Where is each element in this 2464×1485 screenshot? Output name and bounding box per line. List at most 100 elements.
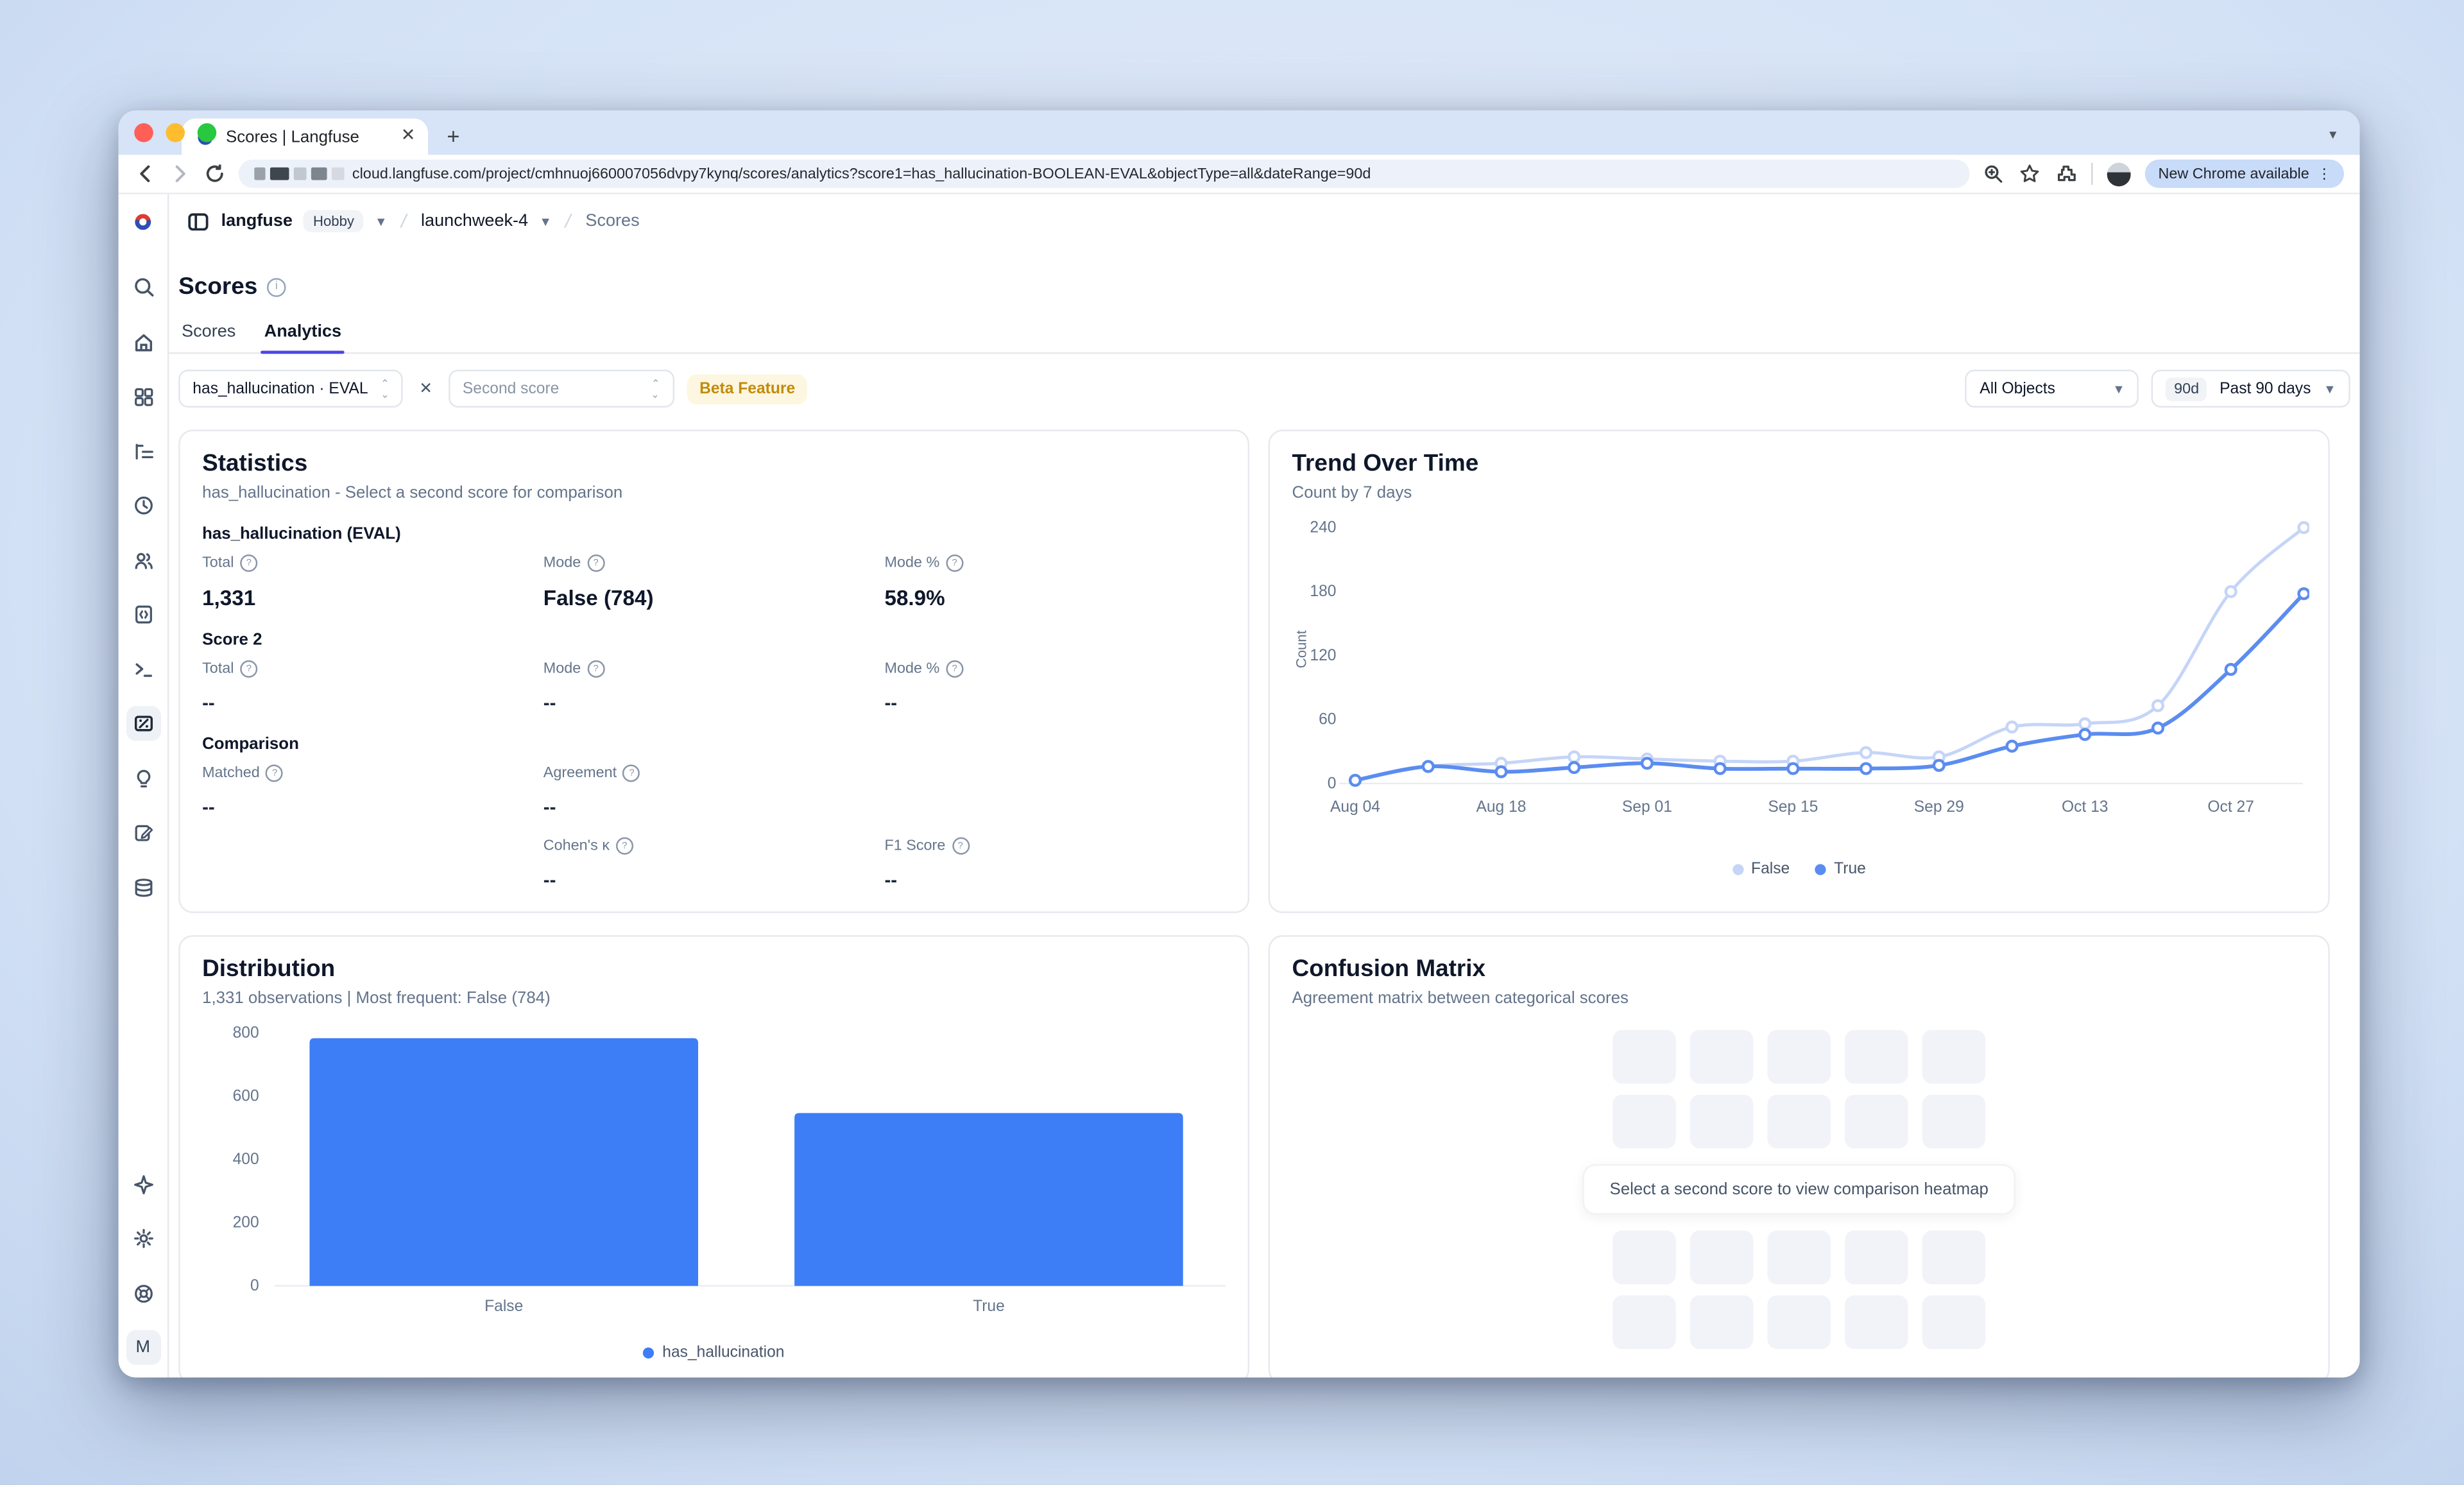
maximize-window-button[interactable] bbox=[197, 123, 217, 142]
tab-search-chevron-icon[interactable]: ▾ bbox=[2329, 125, 2337, 142]
sidebar-item-search[interactable] bbox=[126, 270, 160, 305]
sidebar-item-annotation[interactable] bbox=[126, 815, 160, 850]
toolbar-divider bbox=[2092, 162, 2094, 185]
sidebar-item-sessions[interactable] bbox=[126, 488, 160, 523]
distribution-subtitle: 1,331 observations | Most frequent: Fals… bbox=[202, 988, 551, 1008]
minimize-window-button[interactable] bbox=[166, 123, 185, 142]
new-chrome-button[interactable]: New Chrome available ⋮ bbox=[2145, 159, 2344, 188]
plan-badge: Hobby bbox=[304, 210, 364, 232]
help-icon[interactable]: ? bbox=[266, 764, 284, 782]
sidebar-item-playground[interactable] bbox=[126, 651, 160, 686]
back-icon[interactable] bbox=[134, 163, 156, 185]
sidebar-item-scores[interactable] bbox=[125, 706, 160, 741]
svg-text:600: 600 bbox=[233, 1088, 259, 1105]
sidebar-item-settings[interactable] bbox=[126, 1221, 160, 1256]
score1-section-label: has_hallucination (EVAL) bbox=[202, 524, 401, 544]
object-type-select[interactable]: All Objects ▼ bbox=[1965, 370, 2139, 408]
tab-analytics[interactable]: Analytics bbox=[261, 322, 345, 354]
heatmap-placeholder-message: Select a second score to view comparison… bbox=[1582, 1164, 2015, 1215]
extensions-icon[interactable] bbox=[2056, 163, 2078, 185]
score1-total-value: 1,331 bbox=[202, 586, 256, 610]
gear-icon bbox=[133, 1228, 153, 1248]
sidebar-item-dashboards[interactable] bbox=[126, 379, 160, 414]
sidebar-item-tracing[interactable] bbox=[126, 434, 160, 468]
heatmap-placeholder-cell bbox=[1922, 1094, 1986, 1149]
terminal-icon bbox=[135, 662, 151, 676]
page-title: Scores bbox=[178, 273, 258, 300]
tab-scores[interactable]: Scores bbox=[182, 322, 236, 341]
chevron-down-icon: ▼ bbox=[2323, 381, 2336, 396]
tab-title: Scores | Langfuse bbox=[226, 127, 359, 146]
chevron-down-icon: ▼ bbox=[2112, 381, 2125, 396]
sidebar-item-insights[interactable] bbox=[126, 760, 160, 795]
help-icon[interactable]: ? bbox=[946, 554, 964, 572]
profile-avatar[interactable] bbox=[2107, 162, 2132, 186]
clock-icon bbox=[133, 496, 152, 515]
org-chevron-icon[interactable]: ▼ bbox=[375, 214, 388, 228]
matched-label: Matched bbox=[202, 764, 260, 782]
home-icon bbox=[134, 333, 151, 351]
tab-close-icon[interactable]: ✕ bbox=[400, 126, 416, 146]
trend-card: Trend Over Time Count by 7 days Count 0 6… bbox=[1268, 429, 2330, 913]
help-icon[interactable]: ? bbox=[240, 660, 258, 678]
zoom-icon[interactable] bbox=[1983, 163, 2005, 185]
svg-text:Sep 15: Sep 15 bbox=[1768, 798, 1818, 816]
address-bar[interactable]: cloud.langfuse.com/project/cmhnuoj660007… bbox=[238, 159, 1971, 188]
heatmap-placeholder-cell bbox=[1690, 1230, 1754, 1285]
svg-text:Aug 18: Aug 18 bbox=[1476, 798, 1526, 816]
svg-text:400: 400 bbox=[233, 1151, 259, 1168]
browser-toolbar: cloud.langfuse.com/project/cmhnuoj660007… bbox=[118, 155, 2360, 194]
sidebar-item-users[interactable] bbox=[126, 543, 160, 578]
heatmap-placeholder: Select a second score to view comparison… bbox=[1292, 1029, 2306, 1350]
prompt-file-icon bbox=[134, 605, 151, 624]
heatmap-placeholder-cell bbox=[1845, 1230, 1908, 1285]
page-tabs: Scores Analytics bbox=[167, 300, 2360, 354]
forward-icon[interactable] bbox=[169, 163, 191, 185]
matched-value: -- bbox=[202, 796, 215, 819]
heatmap-placeholder-cell bbox=[1922, 1029, 1986, 1084]
reload-icon[interactable] bbox=[204, 163, 226, 185]
help-icon[interactable]: ? bbox=[615, 837, 633, 855]
legend-true: True bbox=[1834, 861, 1866, 879]
score1-mode-pct-value: 58.9% bbox=[884, 586, 945, 610]
page-info-icon[interactable]: i bbox=[267, 277, 286, 296]
help-icon[interactable]: ? bbox=[240, 554, 258, 572]
help-icon[interactable]: ? bbox=[952, 837, 970, 855]
score1-select[interactable]: has_hallucination · EVAL ⌃ ⌃ bbox=[178, 370, 404, 408]
browser-window: Scores | Langfuse ✕ + ▾ cloud.langf bbox=[118, 110, 2360, 1378]
total-label: Total bbox=[202, 660, 234, 678]
project-chevron-icon[interactable]: ▼ bbox=[539, 214, 552, 228]
clear-score-button[interactable]: ✕ bbox=[419, 380, 433, 398]
langfuse-logo bbox=[135, 213, 151, 229]
sidebar-item-datasets[interactable] bbox=[126, 870, 160, 904]
sidebar-item-home[interactable] bbox=[126, 325, 160, 359]
sidebar-toggle-icon[interactable] bbox=[186, 209, 210, 233]
date-range-value: Past 90 days bbox=[2220, 380, 2311, 398]
distribution-card: Distribution 1,331 observations | Most f… bbox=[178, 935, 1250, 1378]
statistics-card: Statistics has_hallucination - Select a … bbox=[178, 429, 1250, 913]
help-icon[interactable]: ? bbox=[587, 660, 605, 678]
sidebar-item-support[interactable] bbox=[126, 1276, 160, 1310]
f1-score-value: -- bbox=[884, 868, 898, 891]
sidebar-item-ask-ai[interactable] bbox=[126, 1167, 160, 1201]
new-tab-button[interactable]: + bbox=[447, 123, 460, 149]
bookmark-star-icon[interactable] bbox=[2019, 163, 2041, 185]
help-icon[interactable]: ? bbox=[623, 764, 641, 782]
project-name[interactable]: launchweek-4 bbox=[421, 211, 529, 231]
chrome-menu-icon[interactable]: ⋮ bbox=[2317, 165, 2332, 181]
trend-legend: False True bbox=[1292, 861, 2306, 879]
heatmap-placeholder-cell bbox=[1690, 1094, 1754, 1149]
org-name[interactable]: langfuse bbox=[221, 211, 293, 231]
close-window-button[interactable] bbox=[134, 123, 153, 142]
updown-chevrons-icon: ⌃ ⌃ bbox=[651, 379, 660, 399]
sidebar-item-prompts[interactable] bbox=[126, 597, 160, 631]
help-icon[interactable]: ? bbox=[587, 554, 605, 572]
heatmap-placeholder-cell bbox=[1613, 1094, 1676, 1149]
user-avatar[interactable]: M bbox=[125, 1330, 160, 1365]
score2-select[interactable]: Second score ⌃ ⌃ bbox=[448, 370, 674, 408]
confusion-subtitle: Agreement matrix between categorical sco… bbox=[1292, 988, 1629, 1008]
date-range-select[interactable]: 90d Past 90 days ▼ bbox=[2152, 370, 2350, 408]
help-icon[interactable]: ? bbox=[946, 660, 964, 678]
browser-tab[interactable]: Scores | Langfuse ✕ bbox=[182, 118, 429, 155]
